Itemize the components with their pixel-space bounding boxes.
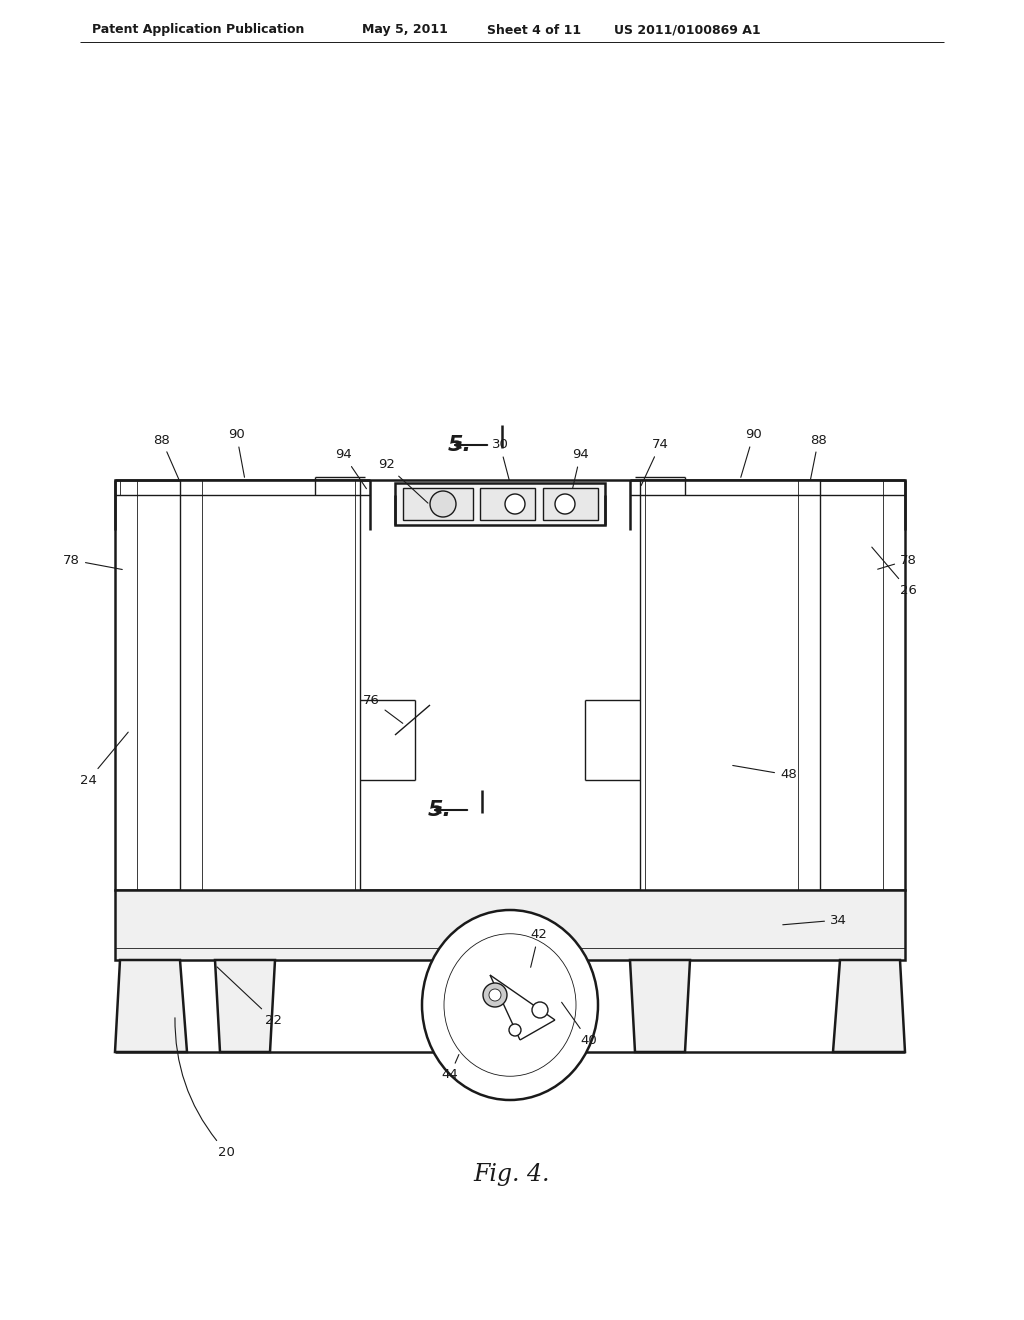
Bar [543,488,598,520]
Bar [403,488,473,520]
Text: 34: 34 [782,913,847,927]
Text: 78: 78 [63,553,122,569]
Text: 90: 90 [740,429,762,478]
Text: Patent Application Publication: Patent Application Publication [92,24,304,37]
Text: 42: 42 [530,928,547,968]
Ellipse shape [422,909,598,1100]
Text: 78: 78 [878,553,916,569]
Text: 90: 90 [228,429,245,478]
Text: 26: 26 [871,546,916,597]
Text: Sheet 4 of 11: Sheet 4 of 11 [487,24,582,37]
Text: 5.: 5. [449,436,472,455]
Text: Fig. 4.: Fig. 4. [474,1163,550,1187]
Polygon shape [630,960,690,1052]
Circle shape [509,1024,521,1036]
Text: 76: 76 [364,693,402,723]
Text: 88: 88 [810,433,826,479]
Circle shape [430,491,456,517]
Circle shape [555,494,575,513]
Text: 48: 48 [733,766,797,781]
Bar [115,480,905,890]
Polygon shape [115,960,187,1052]
Polygon shape [833,960,905,1052]
Text: 44: 44 [441,1055,459,1081]
Text: 88: 88 [154,433,179,479]
Bar [480,488,535,520]
Circle shape [489,989,501,1001]
Text: 5.: 5. [428,800,452,820]
Text: May 5, 2011: May 5, 2011 [362,24,447,37]
Text: 74: 74 [641,438,669,486]
Circle shape [505,494,525,513]
Text: 22: 22 [217,968,282,1027]
Text: 40: 40 [561,1002,597,1047]
Text: 30: 30 [492,438,509,480]
Bar [180,480,360,890]
Bar [395,483,605,525]
Text: 20: 20 [175,1018,234,1159]
Circle shape [532,1002,548,1018]
Bar [115,890,905,960]
Circle shape [483,983,507,1007]
Polygon shape [215,960,275,1052]
Text: 94: 94 [572,449,589,488]
Text: 94: 94 [335,449,367,488]
Text: 24: 24 [80,733,128,787]
Bar [640,480,820,890]
Text: 92: 92 [378,458,428,503]
Text: US 2011/0100869 A1: US 2011/0100869 A1 [614,24,761,37]
